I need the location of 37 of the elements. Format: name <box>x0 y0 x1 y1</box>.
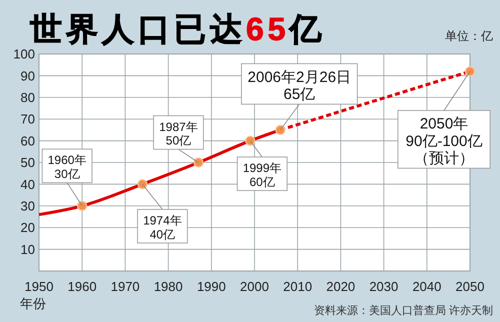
point <box>77 200 88 211</box>
x-tick-label: 2000 <box>240 279 269 294</box>
x-tick-label: 2030 <box>369 279 398 294</box>
x-tick-label: 2020 <box>326 279 356 294</box>
x-tick-label: 1970 <box>110 279 140 294</box>
point <box>275 124 286 136</box>
y-tick-label: 100 <box>13 46 35 62</box>
y-tick-label: 80 <box>20 90 35 105</box>
annotation: 1987年 50亿 <box>159 120 198 148</box>
x-tick-label: 2040 <box>412 279 442 294</box>
y-tick-label: 60 <box>20 133 35 148</box>
annotation: 2050年 90亿-100亿（预计） <box>406 116 482 168</box>
chart-title: 世界人口已达65亿 <box>29 11 326 47</box>
y-axis-title: 单位：亿 <box>445 29 493 43</box>
y-tick-label: 40 <box>20 176 35 192</box>
y-tick-label: 70 <box>20 112 35 127</box>
annotation: 2006年2月26日 65亿 <box>248 68 352 104</box>
y-tick-label: 50 <box>20 155 35 170</box>
point <box>193 157 204 168</box>
annotation: 1974年 40亿 <box>143 214 182 242</box>
x-axis-title: 年份 <box>20 296 46 311</box>
point <box>245 136 256 146</box>
text: 资料来源：美国人口普查局 许亦天制 <box>314 304 493 317</box>
y-tick-label: 90 <box>20 68 35 84</box>
point <box>464 66 476 76</box>
y-tick-label: 20 <box>20 220 35 236</box>
x-tick-label: 1990 <box>196 279 226 294</box>
annotation: 1999年 60亿 <box>242 161 282 189</box>
x-tick-label: 1950 <box>24 279 54 294</box>
point <box>137 179 148 190</box>
x-tick-label: 1960 <box>68 279 97 294</box>
y-tick-label: 10 <box>20 242 35 257</box>
annotation: 1960年 30亿 <box>48 153 86 182</box>
x-tick-label: 2050 <box>456 279 484 294</box>
x-tick-label: 2010 <box>283 279 312 294</box>
y-tick-label: 30 <box>20 198 35 214</box>
x-tick-label: 1980 <box>154 279 183 294</box>
